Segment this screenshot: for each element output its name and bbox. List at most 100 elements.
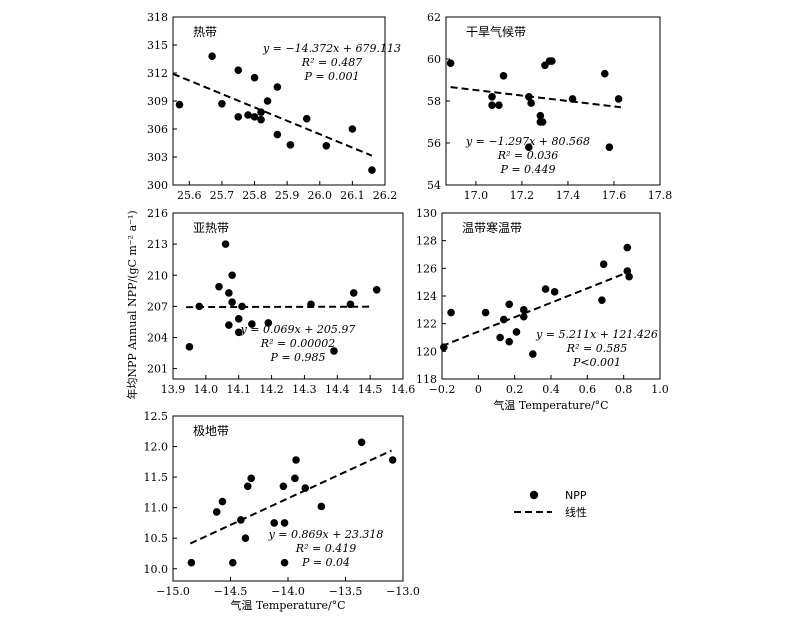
legend: NPP 线性 — [514, 489, 587, 519]
data-point — [605, 143, 614, 151]
y-tick-label: 126 — [416, 262, 437, 275]
x-tick-label: 1.0 — [651, 383, 669, 396]
data-point — [280, 519, 289, 527]
data-point — [187, 558, 196, 567]
data-point — [263, 97, 272, 105]
plot-frame — [172, 415, 404, 582]
data-point — [257, 108, 265, 116]
panel-temperate: −0.2 0 0.2 0.4 0.6 0.8 1.0 118 120 122 124 126 128 13… — [416, 207, 669, 412]
data-point — [225, 321, 233, 329]
x-tick-label: 0.6 — [579, 383, 597, 396]
data-point — [525, 93, 533, 101]
x-tick-label: 14.1 — [226, 383, 251, 396]
regression-annotation: R² = 0.00002 — [260, 337, 335, 350]
data-point — [499, 315, 508, 324]
data-point — [446, 59, 455, 67]
regression-annotation: y = −1.297x + 80.568 — [465, 135, 590, 148]
data-point — [238, 302, 246, 311]
y-tick-label: 130 — [416, 207, 437, 220]
x-tick-label: 17.2 — [510, 189, 535, 202]
data-point — [346, 300, 355, 309]
data-point — [598, 296, 606, 304]
regression-annotation: R² = 0.419 — [295, 542, 356, 555]
data-point — [212, 508, 221, 516]
data-point — [548, 57, 556, 65]
legend-points-label: NPP — [565, 489, 587, 502]
data-point — [317, 502, 326, 511]
x-tick-label: 14.4 — [325, 383, 350, 396]
data-point — [250, 113, 259, 121]
fit-line — [172, 72, 373, 157]
panel-tropical: 25.6 25.7 25.8 25.9 26.0 26.1 26.2 300 303 306 309… — [147, 11, 401, 202]
y-tick-label: 300 — [147, 179, 168, 192]
data-point — [529, 350, 537, 358]
data-point — [241, 534, 250, 543]
y-tick-label: 11.0 — [144, 502, 169, 515]
y-tick-label: 12.5 — [144, 410, 169, 423]
y-tick-label: 56 — [427, 137, 441, 150]
regression-annotation: P = 0.985 — [269, 351, 325, 364]
regression-annotation: P = 0.001 — [303, 70, 359, 83]
data-point — [264, 319, 273, 327]
x-tick-label: 26.0 — [308, 189, 333, 202]
data-point — [519, 306, 528, 314]
data-point — [234, 66, 243, 74]
y-tick-label: 54 — [427, 179, 441, 192]
x-tick-label: −15.0 — [156, 585, 190, 598]
data-point — [496, 333, 504, 342]
data-point — [273, 130, 282, 139]
y-tick-label: 312 — [147, 67, 168, 80]
data-point — [488, 93, 496, 101]
data-point — [536, 111, 545, 120]
regression-annotation: R² = 0.585 — [566, 342, 627, 355]
y-tick-label: 62 — [427, 11, 441, 24]
y-tick-label: 118 — [416, 373, 437, 386]
panel-title: 热带 — [193, 25, 217, 39]
data-point — [447, 308, 455, 317]
data-point — [322, 142, 331, 150]
data-point — [505, 300, 514, 309]
data-point — [228, 271, 236, 280]
panel-polar: −15.0 −14.5 −14.0 −13.5 −13.0 10.0 10.5 11.0 11.… — [144, 410, 420, 612]
panel-title: 亚热带 — [193, 221, 229, 235]
data-point — [302, 114, 311, 123]
panel-subtropical: 13.9 14.0 14.1 14.2 14.3 14.4 14.5 14.6 201 204 20… — [147, 207, 415, 396]
data-point — [357, 438, 366, 447]
y-tick-label: 204 — [147, 332, 168, 345]
y-tick-label: 306 — [147, 123, 168, 136]
data-point — [348, 125, 357, 133]
x-tick-label: 14.2 — [259, 383, 284, 396]
y-tick-label: 10.0 — [144, 563, 169, 576]
data-point — [292, 456, 300, 464]
y-tick-label: 10.5 — [144, 532, 169, 545]
x-tick-label: −0.2 — [429, 383, 456, 396]
data-point — [623, 243, 632, 252]
data-point — [525, 143, 533, 151]
data-point — [270, 519, 279, 527]
fit-line — [441, 270, 630, 347]
data-point — [175, 100, 184, 109]
y-tick-label: 124 — [416, 290, 437, 303]
regression-annotation: y = 5.211x + 121.426 — [535, 328, 658, 341]
y-axis-label: 年均NPP Annual NPP/(gC m⁻² a⁻¹) — [125, 210, 139, 399]
x-tick-label: 14.5 — [358, 383, 383, 396]
data-point — [614, 95, 623, 103]
regression-annotation: P = 0.04 — [301, 556, 350, 569]
data-point — [505, 337, 514, 346]
x-tick-label: 0.4 — [542, 383, 560, 396]
data-point — [512, 328, 521, 336]
regression-annotation: y = −14.372x + 679.113 — [262, 42, 401, 55]
regression-annotation: y = 0.869x + 23.318 — [268, 528, 384, 541]
legend-line-label: 线性 — [565, 505, 587, 519]
regression-annotation: R² = 0.487 — [301, 56, 362, 69]
y-tick-label: 128 — [416, 235, 437, 248]
data-point — [600, 69, 609, 78]
panels: 25.6 25.7 25.8 25.9 26.0 26.1 26.2 300 303 306 309… — [144, 11, 673, 612]
data-point — [291, 474, 299, 483]
x-tick-label: 0.2 — [506, 383, 524, 396]
y-tick-label: 11.5 — [144, 471, 169, 484]
data-point — [250, 73, 259, 82]
x-tick-label: 26.2 — [373, 189, 398, 202]
x-tick-label: 25.8 — [242, 189, 267, 202]
data-point — [228, 298, 236, 307]
